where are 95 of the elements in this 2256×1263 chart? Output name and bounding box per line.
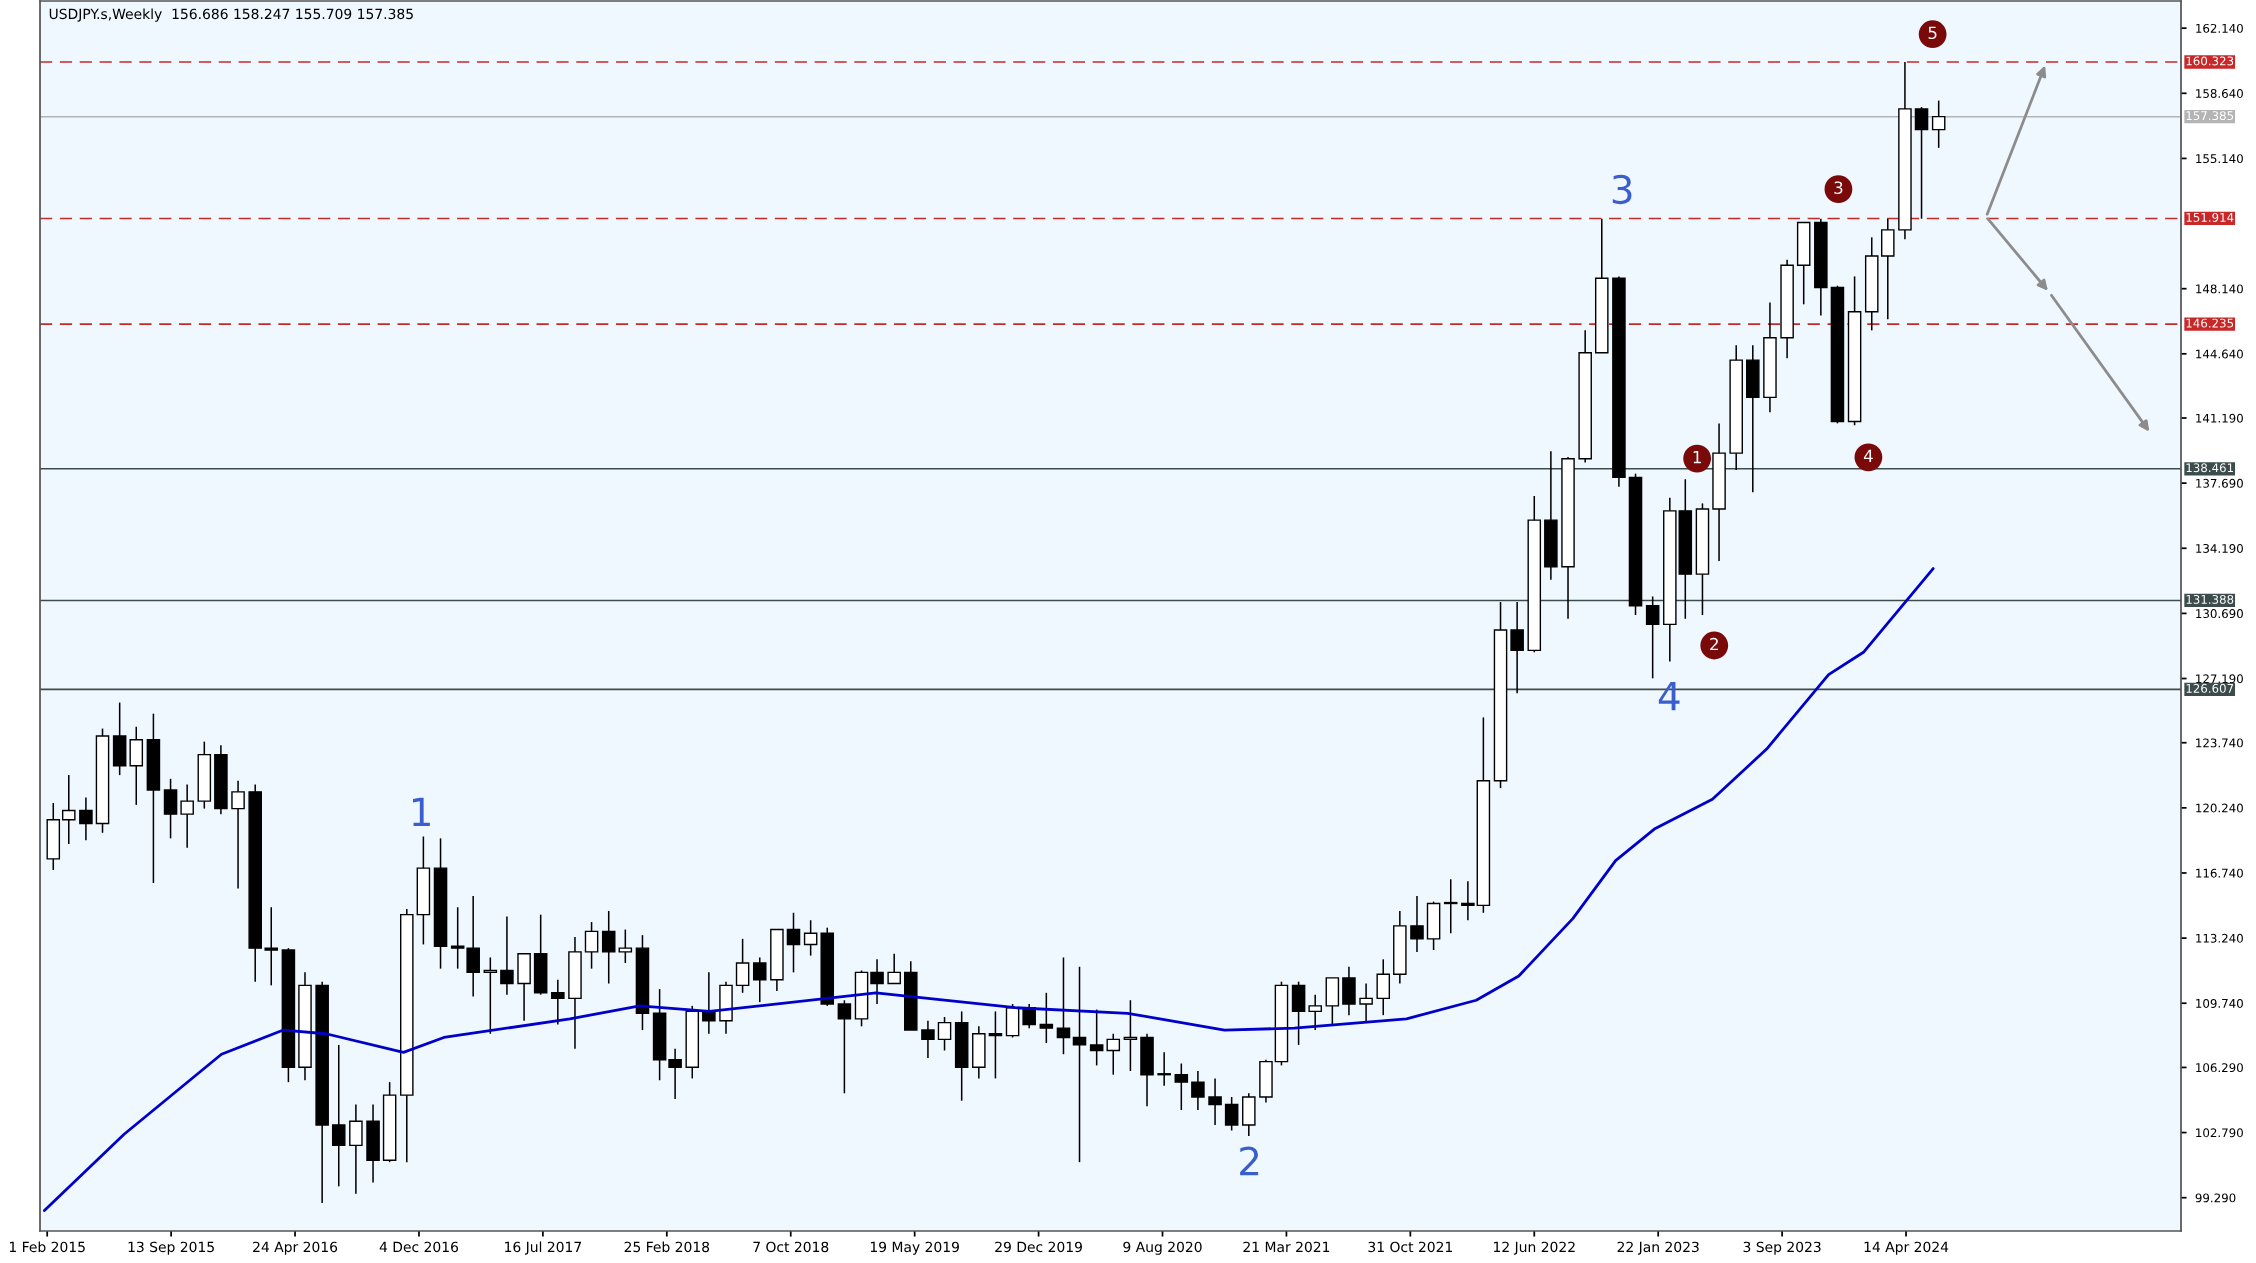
y-tick-label: 116.740 — [2196, 868, 2243, 878]
candlestick — [1461, 880, 1475, 922]
y-tick-label: 137.690 — [2196, 478, 2243, 488]
y-tick-label: 130.690 — [2196, 609, 2243, 619]
x-tick-label: 9 Aug 2020 — [1123, 1241, 1202, 1255]
y-tick-label: 120.240 — [2196, 803, 2243, 813]
y-tick-label: 141.190 — [2196, 413, 2243, 423]
candlestick — [937, 1016, 952, 1052]
candlestick — [1123, 999, 1138, 1072]
candlestick — [264, 906, 279, 987]
x-tick-label: 12 Jun 2022 — [1494, 1241, 1575, 1255]
annotation: 4 — [1658, 682, 1680, 711]
candlestick — [668, 1047, 682, 1100]
candlestick — [584, 921, 599, 970]
candlestick — [735, 938, 750, 994]
annotation: 5 — [1928, 26, 1937, 40]
ref-line-label: 138.461 — [2186, 463, 2234, 473]
x-tick-label: 4 Dec 2016 — [379, 1241, 459, 1253]
candlestick — [79, 796, 93, 841]
x-tick-label: 16 Jul 2017 — [505, 1241, 581, 1255]
y-tick-label: 99.290 — [2195, 1193, 2236, 1203]
candlestick — [988, 1010, 1003, 1080]
line-series — [43, 567, 1935, 1212]
candlestick — [1931, 99, 1946, 149]
candlestick — [1056, 956, 1071, 1055]
x-tick-label: 13 Sep 2015 — [128, 1241, 214, 1255]
candlestick — [837, 999, 852, 1095]
y-tick-label: 106.290 — [2196, 1063, 2243, 1073]
candlestick — [180, 783, 194, 849]
candlestick — [1443, 878, 1458, 935]
y-tick-label: 155.140 — [2196, 154, 2243, 164]
annotation: 2 — [1240, 1146, 1259, 1176]
annotation: 3 — [1612, 174, 1632, 205]
y-tick-label: 127.190 — [2196, 674, 2243, 684]
ref-line-label: 160.323 — [2186, 56, 2234, 66]
candlestick — [450, 906, 465, 970]
candlestick — [618, 928, 633, 964]
text: USDJPY.s,Weekly 156.686 158.247 155.709 157.385 — [49, 8, 413, 22]
x-tick-label: 19 May 2019 — [870, 1241, 959, 1255]
x-tick-label: 29 Dec 2019 — [995, 1241, 1082, 1253]
ref-line-label: 126.607 — [2186, 683, 2234, 693]
candlestick — [1914, 106, 1929, 220]
candlestick — [1106, 1032, 1121, 1076]
candlestick — [551, 979, 565, 1026]
x-tick-label: 3 Sep 2023 — [1743, 1241, 1821, 1255]
x-tick-label: 24 Apr 2016 — [253, 1241, 338, 1255]
y-tick-label: 109.740 — [2196, 998, 2243, 1008]
candlestick — [1191, 1070, 1205, 1111]
candlestick — [1510, 601, 1524, 694]
annotation: 1 — [413, 797, 430, 826]
candlestick — [231, 779, 245, 890]
candlestick — [500, 915, 514, 996]
candlestick — [921, 1019, 935, 1059]
ref-line-label: 146.235 — [2186, 318, 2234, 328]
y-tick-label: 102.790 — [2196, 1128, 2243, 1138]
x-tick-label: 31 Oct 2021 — [1368, 1241, 1452, 1253]
annotation: 1 — [1693, 451, 1701, 464]
candlestick — [1224, 1096, 1239, 1132]
annotation: 2 — [1710, 637, 1718, 651]
candlestick — [1359, 982, 1373, 1024]
candlestick — [1645, 595, 1660, 680]
x-tick-label: 25 Feb 2018 — [624, 1241, 710, 1253]
candlestick — [1039, 992, 1054, 1044]
ref-line-label: 157.385 — [2186, 111, 2234, 121]
y-tick-label: 134.190 — [2196, 543, 2243, 553]
x-tick-label: 7 Oct 2018 — [753, 1241, 829, 1253]
y-tick-label: 158.640 — [2196, 89, 2243, 98]
candlestick — [483, 956, 498, 1035]
candlestick — [1308, 993, 1322, 1031]
y-tick-label: 148.140 — [2196, 284, 2243, 294]
x-tick-label: 22 Jan 2023 — [1617, 1241, 1699, 1255]
annotation: 4 — [1863, 449, 1873, 462]
annotation: 3 — [1834, 181, 1843, 195]
candlestick — [1410, 895, 1424, 953]
candlestick — [61, 774, 76, 845]
ref-line-label: 131.388 — [2186, 594, 2234, 604]
candlestick — [870, 958, 884, 1005]
candlestick — [887, 952, 901, 985]
candlestick — [601, 910, 616, 985]
x-tick-label: 14 Apr 2024 — [1864, 1241, 1949, 1255]
ref-line-label: 151.914 — [2186, 212, 2234, 222]
y-tick-label: 162.140 — [2196, 23, 2243, 33]
candlestick — [1208, 1077, 1222, 1126]
candlestick — [331, 1044, 346, 1188]
candlestick — [803, 919, 818, 957]
x-tick-label: 21 Mar 2021 — [1243, 1241, 1330, 1253]
candlestick — [786, 912, 801, 974]
y-tick-label: 144.640 — [2196, 349, 2243, 359]
candlestick — [1157, 1051, 1171, 1087]
y-tick-label: 123.740 — [2196, 738, 2243, 748]
x-tick-label: 1 Feb 2015 — [9, 1241, 85, 1253]
candlestick — [1072, 965, 1087, 1163]
y-tick-label: 113.240 — [2196, 933, 2243, 943]
candlestick — [1174, 1062, 1189, 1111]
candlestick — [752, 956, 767, 1003]
